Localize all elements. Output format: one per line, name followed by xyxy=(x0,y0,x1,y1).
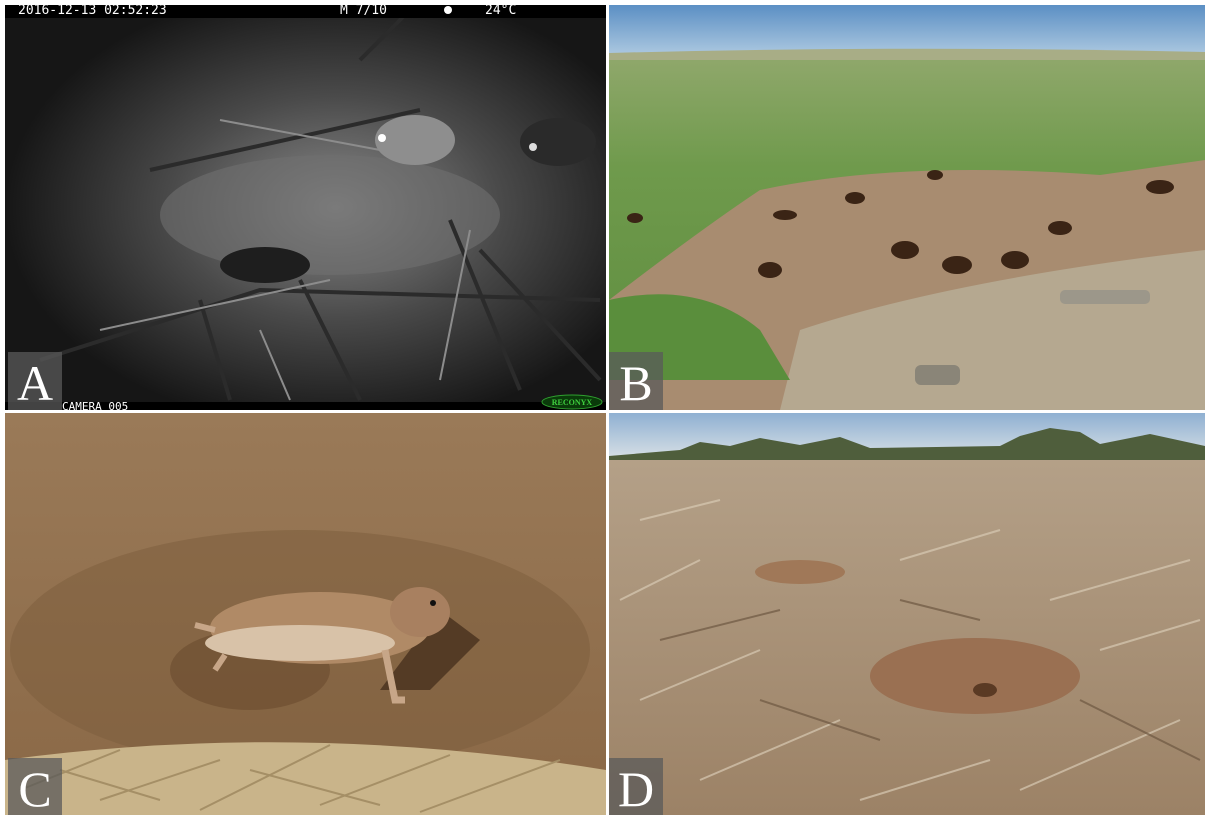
photo-b-detail xyxy=(891,241,919,259)
photo-a-detail xyxy=(220,247,310,283)
page: 2016-12-13 02:52:23 M 7/10 24°C CAMERA 0… xyxy=(0,0,1206,817)
photo-b xyxy=(609,5,1205,410)
photo-c xyxy=(5,413,606,815)
photo-b-detail xyxy=(627,213,643,223)
panel-label: B xyxy=(619,355,652,411)
photo-b-detail xyxy=(1048,221,1072,235)
photo-b-detail xyxy=(758,262,782,278)
moon-phase: M 7/10 xyxy=(340,3,387,18)
photo-a-detail xyxy=(160,155,500,275)
photo-b-detail xyxy=(609,5,1205,53)
photo-d-detail xyxy=(973,683,997,697)
photo-a-detail xyxy=(520,118,596,166)
photo-c-detail xyxy=(205,625,395,661)
photo-d-detail xyxy=(755,560,845,584)
photo-d xyxy=(609,413,1205,815)
temperature: 24°C xyxy=(485,3,516,18)
photo-a-detail xyxy=(375,115,455,165)
panel-label: D xyxy=(618,761,654,817)
photo-b-detail xyxy=(1146,180,1174,194)
photo-c-detail xyxy=(390,587,450,637)
figure: 2016-12-13 02:52:23 M 7/10 24°C CAMERA 0… xyxy=(0,0,1206,817)
photo-b-detail xyxy=(773,210,797,220)
photo-b-detail xyxy=(1060,290,1150,304)
panel-label: A xyxy=(17,355,53,411)
photo-b-detail xyxy=(927,170,943,180)
photo-b-detail xyxy=(915,365,960,385)
photo-d-detail xyxy=(609,413,1205,815)
photo-a-detail xyxy=(529,143,537,151)
photo-b-detail xyxy=(1001,251,1029,269)
photo-a: 2016-12-13 02:52:23 M 7/10 24°C CAMERA 0… xyxy=(5,3,606,413)
photo-d-detail xyxy=(870,638,1080,714)
photo-c-detail xyxy=(430,600,436,606)
photo-b-detail xyxy=(942,256,972,274)
panel-label: C xyxy=(18,761,51,817)
moon-icon xyxy=(444,6,452,14)
timestamp: 2016-12-13 02:52:23 xyxy=(18,3,167,18)
photo-b-detail xyxy=(845,192,865,204)
photo-a-detail xyxy=(378,134,386,142)
brand: RECONYX xyxy=(552,398,593,407)
camera-id: CAMERA 005 xyxy=(62,400,128,413)
